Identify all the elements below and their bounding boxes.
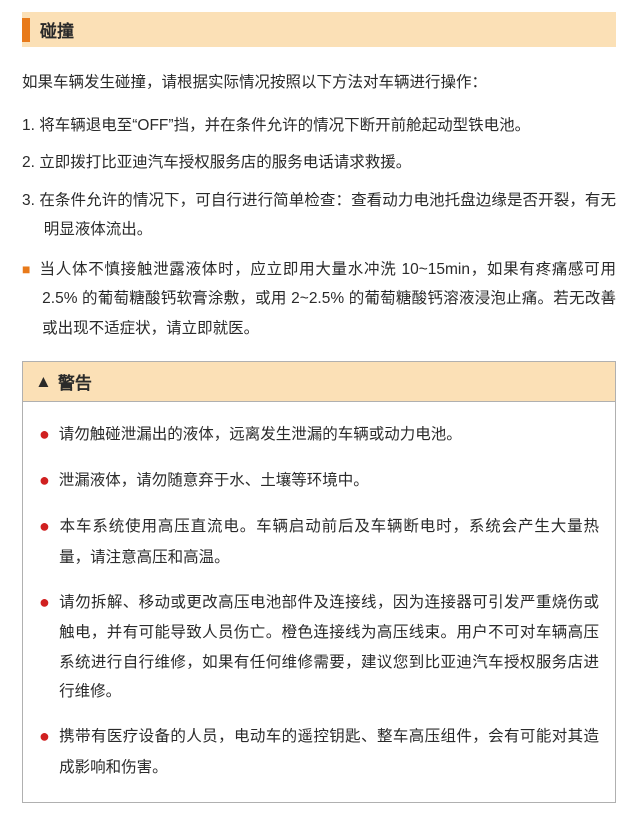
warning-item: ●请勿触碰泄漏出的液体，远离发生泄漏的车辆或动力电池。	[39, 416, 599, 450]
note-text: 当人体不慎接触泄露液体时，应立即用大量水冲洗 10~15min，如果有疼痛感可用…	[39, 261, 616, 337]
red-dot-icon: ●	[39, 417, 59, 451]
warning-body: ●请勿触碰泄漏出的液体，远离发生泄漏的车辆或动力电池。 ●泄漏液体，请勿随意弃于…	[23, 402, 615, 802]
section-header: 碰撞	[22, 12, 616, 47]
accent-bar	[22, 18, 30, 42]
warning-item: ●本车系统使用高压直流电。车辆启动前后及车辆断电时，系统会产生大量热量，请注意高…	[39, 508, 599, 572]
note-item: ■当人体不慎接触泄露液体时，应立即用大量水冲洗 10~15min，如果有疼痛感可…	[22, 255, 616, 343]
warning-item: ●携带有医疗设备的人员，电动车的遥控钥匙、整车高压组件，会有可能对其造成影响和伤…	[39, 718, 599, 782]
warning-text: 携带有医疗设备的人员，电动车的遥控钥匙、整车高压组件，会有可能对其造成影响和伤害…	[59, 728, 599, 775]
warning-item: ●泄漏液体，请勿随意弃于水、土壤等环境中。	[39, 462, 599, 496]
step-text: 将车辆退电至“OFF”挡，并在条件允许的情况下断开前舱起动型铁电池。	[39, 117, 530, 134]
warning-text: 本车系统使用高压直流电。车辆启动前后及车辆断电时，系统会产生大量热量，请注意高压…	[59, 518, 599, 565]
step-text: 在条件允许的情况下，可自行进行简单检查：查看动力电池托盘边缘是否开裂，有无明显液…	[39, 192, 616, 238]
step-num: 3.	[22, 192, 35, 209]
intro-text: 如果车辆发生碰撞，请根据实际情况按照以下方法对车辆进行操作：	[22, 69, 616, 97]
section-title: 碰撞	[40, 17, 74, 42]
warning-text: 泄漏液体，请勿随意弃于水、土壤等环境中。	[59, 472, 369, 489]
warning-item: ●请勿拆解、移动或更改高压电池部件及连接线，因为连接器可引发严重烧伤或触电，并有…	[39, 584, 599, 707]
warning-box: ▲警告 ●请勿触碰泄漏出的液体，远离发生泄漏的车辆或动力电池。 ●泄漏液体，请勿…	[22, 361, 616, 803]
step-item: 2. 立即拨打比亚迪汽车授权服务店的服务电话请求救援。	[22, 148, 616, 177]
warning-text: 请勿触碰泄漏出的液体，远离发生泄漏的车辆或动力电池。	[59, 426, 462, 443]
red-dot-icon: ●	[39, 509, 59, 543]
step-item: 1. 将车辆退电至“OFF”挡，并在条件允许的情况下断开前舱起动型铁电池。	[22, 111, 616, 140]
red-dot-icon: ●	[39, 585, 59, 619]
red-dot-icon: ●	[39, 719, 59, 753]
warning-title: 警告	[58, 369, 92, 394]
warning-text: 请勿拆解、移动或更改高压电池部件及连接线，因为连接器可引发严重烧伤或触电，并有可…	[59, 594, 599, 700]
step-num: 2.	[22, 154, 35, 171]
step-num: 1.	[22, 117, 35, 134]
numbered-steps: 1. 将车辆退电至“OFF”挡，并在条件允许的情况下断开前舱起动型铁电池。 2.…	[22, 111, 616, 245]
warning-list: ●请勿触碰泄漏出的液体，远离发生泄漏的车辆或动力电池。 ●泄漏液体，请勿随意弃于…	[39, 416, 599, 782]
warning-header: ▲ 警告	[23, 362, 615, 402]
step-item: 3. 在条件允许的情况下，可自行进行简单检查：查看动力电池托盘边缘是否开裂，有无…	[22, 186, 616, 245]
red-dot-icon: ●	[39, 463, 59, 497]
square-bullet-icon: ■	[22, 256, 39, 283]
warning-icon: ▲	[35, 373, 52, 390]
step-text: 立即拨打比亚迪汽车授权服务店的服务电话请求救援。	[39, 154, 411, 171]
